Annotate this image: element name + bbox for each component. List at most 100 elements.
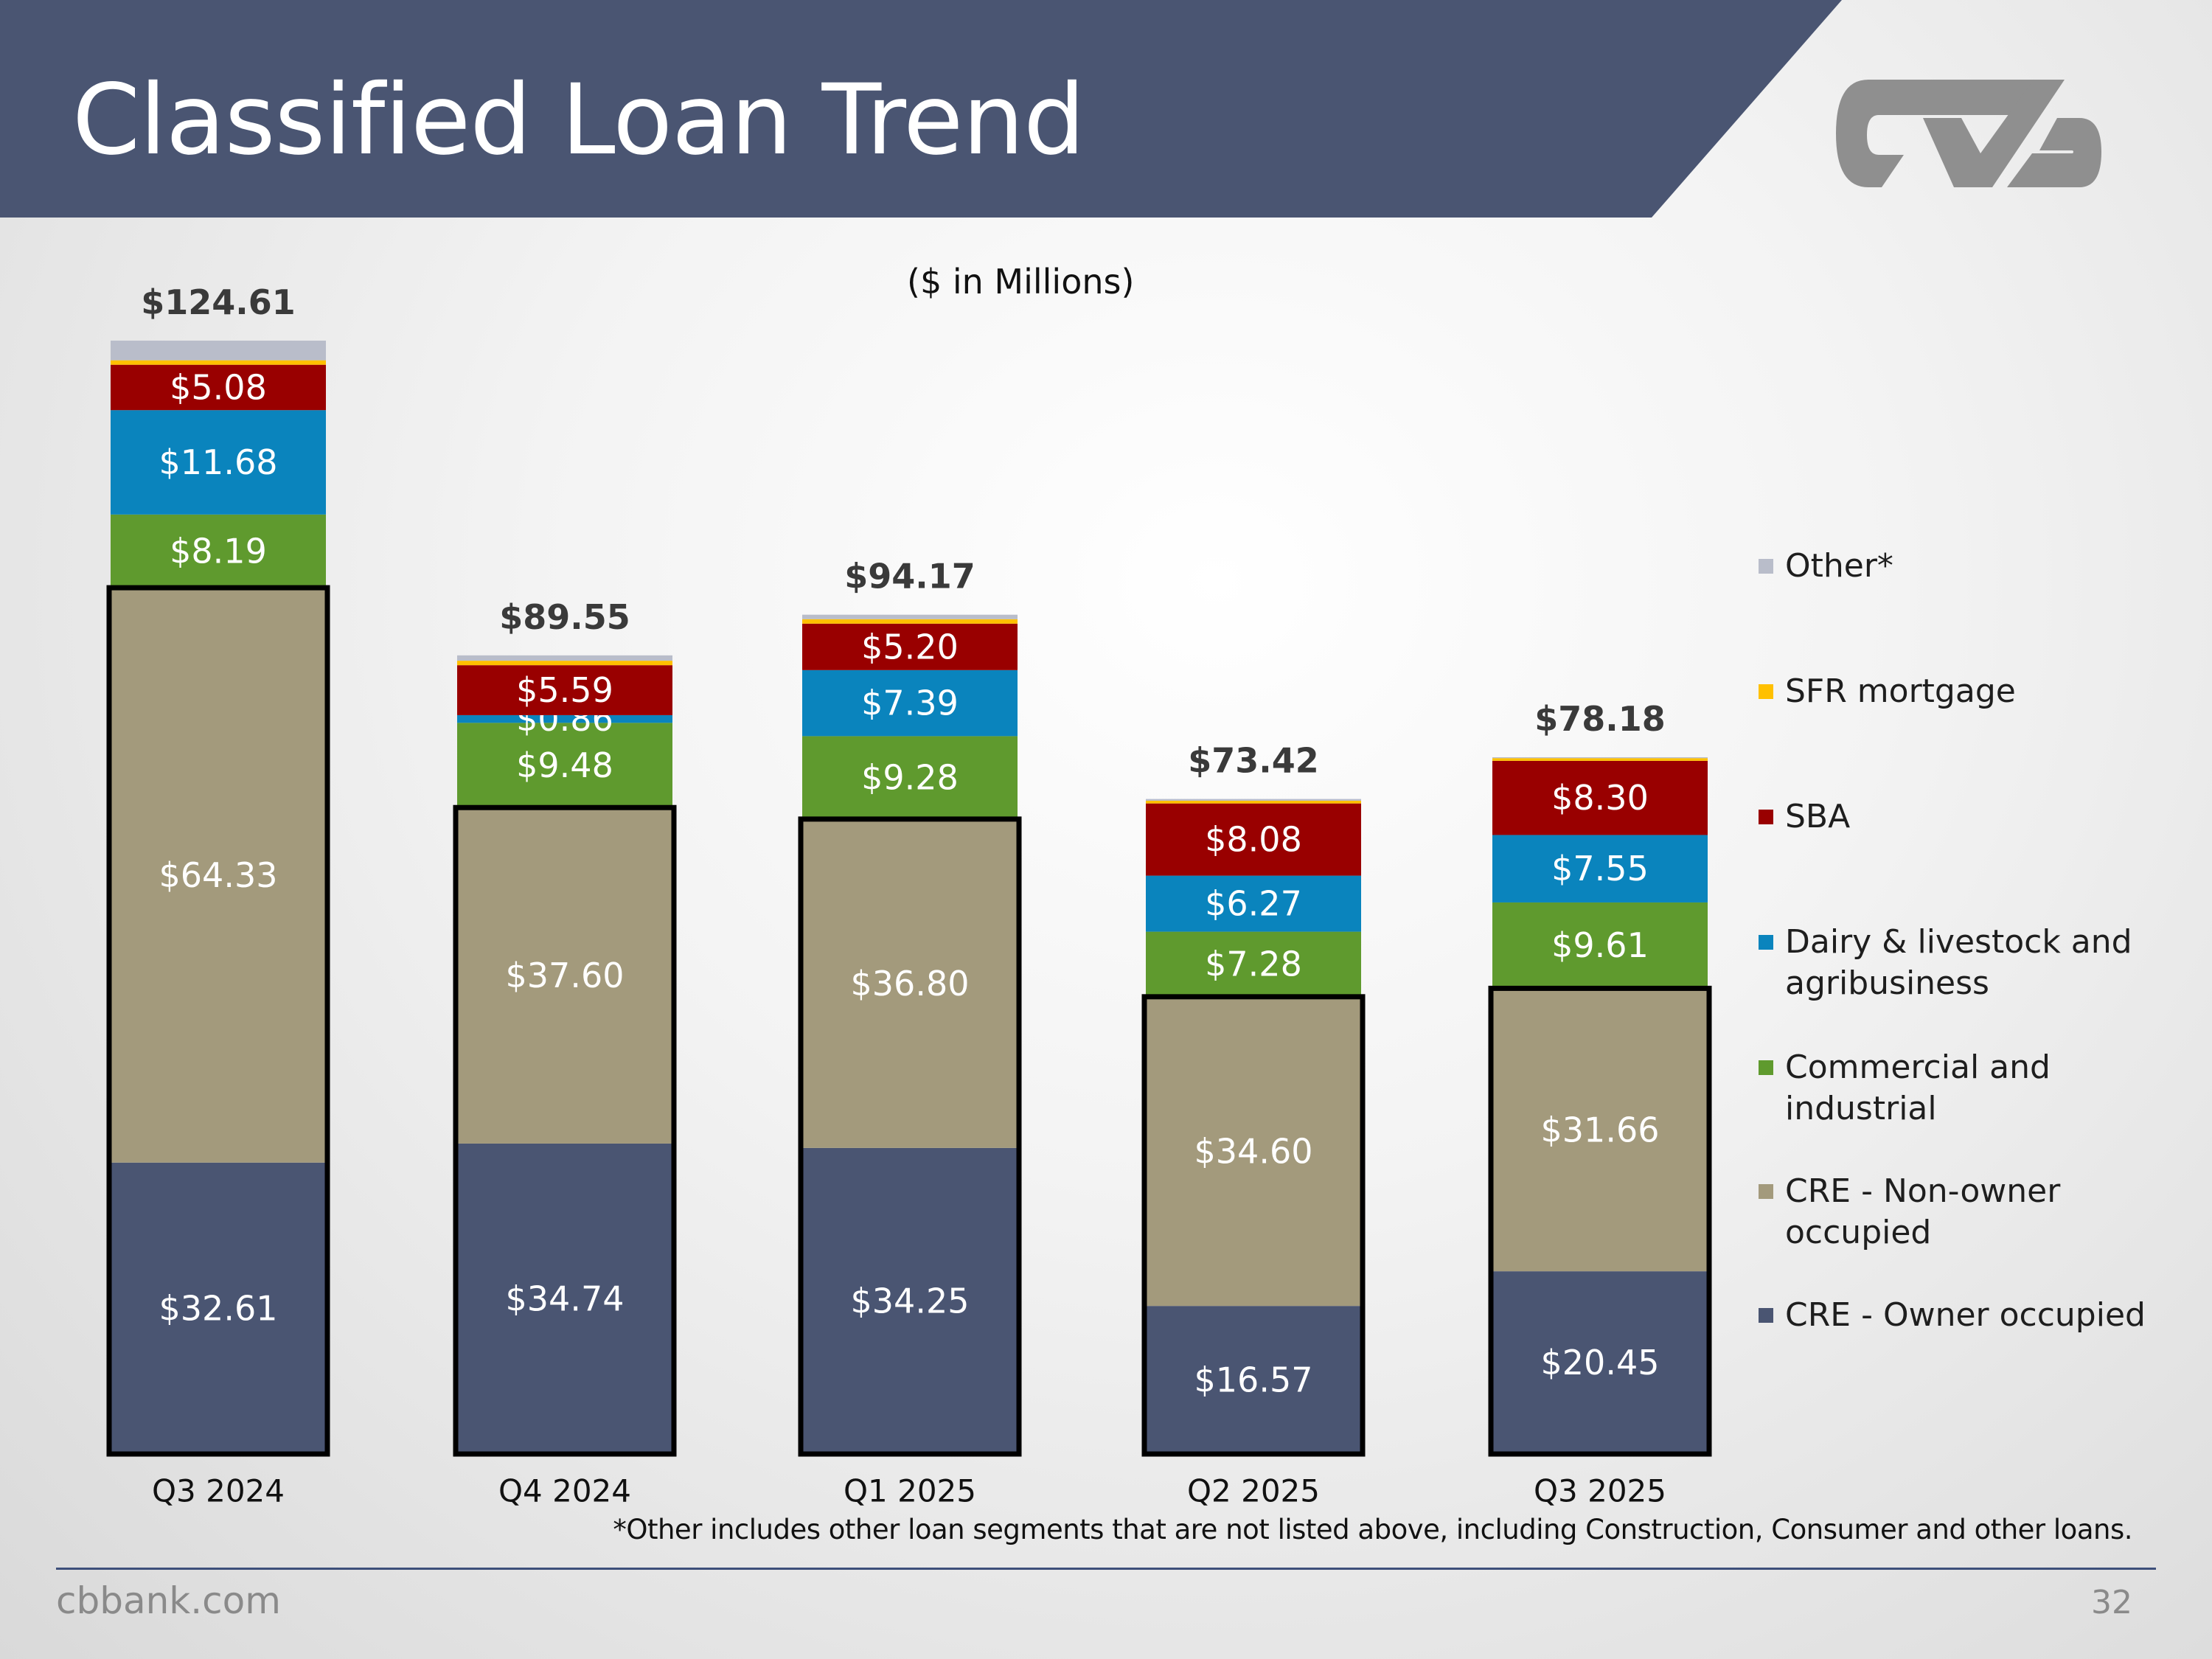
legend-item-commercial-and-industrial: Commercial and industrial (1759, 1047, 2168, 1130)
bar-segment-cre-non-owner-occupied-q4-2024 (457, 807, 672, 1144)
data-label-commercial-and-industrial-q1-2025: $9.28 (861, 758, 959, 798)
data-label-cre-owner-occupied-q3-2024: $32.61 (159, 1288, 278, 1328)
bar-segment-sfr-mortgage-q2-2025 (1146, 801, 1361, 804)
bar-segment-other-q4-2024 (457, 655, 672, 661)
legend-item-cre-owner-occupied: CRE - Owner occupied (1759, 1295, 2168, 1336)
data-label-dairy-livestock-and-agribusiness-q3-2024: $11.68 (159, 442, 278, 482)
bar-segment-sba-q3-2025 (1492, 760, 1708, 835)
header-banner-shape (0, 0, 1842, 218)
bar-segment-commercial-and-industrial-q3-2024 (111, 514, 326, 588)
slide-title: Classified Loan Trend (72, 63, 1085, 177)
bar-segment-dairy-livestock-and-agribusiness-q3-2024 (111, 410, 326, 515)
x-tick-label-q2-2025: Q2 2025 (1187, 1473, 1320, 1509)
data-label-cre-non-owner-occupied-q3-2025: $31.66 (1541, 1110, 1660, 1150)
bar-segment-cre-owner-occupied-q3-2024 (111, 1162, 326, 1454)
legend-label-sba: SBA (1785, 798, 1851, 835)
cvb-logo-c (1836, 80, 2057, 187)
legend-swatch-cre-owner-occupied (1759, 1308, 1773, 1323)
x-tick-label-q1-2025: Q1 2025 (844, 1473, 976, 1509)
data-label-cre-non-owner-occupied-q1-2025: $36.80 (851, 964, 970, 1004)
footnote: *Other includes other loan segments that… (613, 1514, 2132, 1545)
total-label-q2-2025: $73.42 (1188, 741, 1319, 781)
data-label-cre-non-owner-occupied-q3-2024: $64.33 (159, 855, 278, 895)
x-tick-label-q3-2025: Q3 2025 (1534, 1473, 1666, 1509)
data-label-sba-q1-2025: $5.20 (861, 627, 959, 667)
header-banner (0, 0, 1842, 218)
chart-subtitle: ($ in Millions) (907, 262, 1135, 302)
cre-highlight-outline-q3-2024 (106, 585, 330, 1457)
data-label-cre-owner-occupied-q1-2025: $34.25 (851, 1281, 970, 1321)
cre-highlight-outline-q3-2025 (1488, 985, 1712, 1457)
bar-segment-sfr-mortgage-q1-2025 (802, 619, 1018, 624)
bar-segment-commercial-and-industrial-q4-2024 (457, 723, 672, 808)
data-label-commercial-and-industrial-q3-2024: $8.19 (170, 531, 267, 571)
bar-segment-sfr-mortgage-q4-2024 (457, 661, 672, 666)
data-label-sba-q4-2024: $5.59 (516, 670, 613, 710)
total-label-q3-2024: $124.61 (141, 282, 296, 322)
data-label-cre-non-owner-occupied-q4-2024: $37.60 (506, 956, 625, 995)
legend-label-cre-non-owner-occupied: CRE - Non-owner occupied (1785, 1172, 2061, 1251)
cre-highlight-outline-q2-2025 (1141, 994, 1366, 1457)
bar-segment-commercial-and-industrial-q2-2025 (1146, 931, 1361, 997)
bar-segment-cre-owner-occupied-q4-2024 (457, 1143, 672, 1454)
legend-item-dairy-livestock-and-agribusiness: Dairy & livestock and agribusiness (1759, 922, 2168, 1004)
bar-segment-sfr-mortgage-q3-2025 (1492, 758, 1708, 761)
bar-segment-dairy-livestock-and-agribusiness-q4-2024 (457, 714, 672, 723)
data-label-commercial-and-industrial-q4-2024: $9.48 (516, 745, 613, 785)
bar-segment-other-q2-2025 (1146, 799, 1361, 801)
legend-swatch-sfr-mortgage (1759, 684, 1773, 699)
legend-item-cre-non-owner-occupied: CRE - Non-owner occupied (1759, 1171, 2168, 1253)
bar-segment-cre-owner-occupied-q3-2025 (1492, 1271, 1708, 1454)
legend-label-sfr-mortgage: SFR mortgage (1785, 672, 2016, 710)
legend-label-dairy-livestock-and-agribusiness: Dairy & livestock and agribusiness (1785, 923, 2132, 1002)
legend-swatch-dairy-livestock-and-agribusiness (1759, 935, 1773, 950)
bar-segment-cre-owner-occupied-q2-2025 (1146, 1306, 1361, 1454)
bar-segment-cre-non-owner-occupied-q3-2024 (111, 588, 326, 1163)
data-label-cre-owner-occupied-q2-2025: $16.57 (1194, 1360, 1313, 1400)
data-label-commercial-and-industrial-q2-2025: $7.28 (1205, 945, 1302, 984)
legend-label-cre-owner-occupied: CRE - Owner occupied (1785, 1296, 2146, 1334)
bar-segment-other-q3-2025 (1492, 757, 1708, 759)
data-label-sba-q3-2024: $5.08 (170, 367, 267, 407)
bar-segment-sba-q4-2024 (457, 665, 672, 715)
bar-segment-sba-q2-2025 (1146, 803, 1361, 876)
footer-website: cbbank.com (56, 1579, 281, 1622)
legend-swatch-sba (1759, 810, 1773, 824)
total-label-q4-2024: $89.55 (499, 597, 630, 637)
legend-swatch-commercial-and-industrial (1759, 1060, 1773, 1075)
bar-segment-sfr-mortgage-q3-2024 (111, 360, 326, 365)
bar-segment-sba-q1-2025 (802, 623, 1018, 670)
cvb-logo-b (2007, 118, 2101, 187)
legend-swatch-cre-non-owner-occupied (1759, 1184, 1773, 1199)
legend-swatch-other (1759, 559, 1773, 574)
bar-segment-commercial-and-industrial-q3-2025 (1492, 902, 1708, 989)
cre-highlight-outline-q1-2025 (798, 816, 1022, 1457)
bar-segment-sba-q3-2024 (111, 364, 326, 411)
cre-highlight-outline-q4-2024 (453, 804, 677, 1457)
cvb-logo-v (1923, 80, 2065, 187)
total-label-q3-2025: $78.18 (1534, 699, 1666, 739)
bar-segment-cre-owner-occupied-q1-2025 (802, 1147, 1018, 1454)
data-label-dairy-livestock-and-agribusiness-q2-2025: $6.27 (1205, 884, 1302, 924)
bar-segment-dairy-livestock-and-agribusiness-q3-2025 (1492, 835, 1708, 902)
data-label-sba-q2-2025: $8.08 (1205, 820, 1302, 860)
bar-segment-cre-non-owner-occupied-q3-2025 (1492, 988, 1708, 1272)
data-label-cre-non-owner-occupied-q2-2025: $34.60 (1194, 1131, 1313, 1171)
legend-label-commercial-and-industrial: Commercial and industrial (1785, 1048, 2051, 1127)
data-label-dairy-livestock-and-agribusiness-q1-2025: $7.39 (861, 684, 959, 723)
footer-divider (56, 1568, 2156, 1570)
bar-segment-dairy-livestock-and-agribusiness-q2-2025 (1146, 875, 1361, 932)
bar-segment-other-q1-2025 (802, 614, 1018, 619)
legend-item-other: Other* (1759, 546, 2168, 587)
bar-segment-commercial-and-industrial-q1-2025 (802, 736, 1018, 819)
data-label-cre-owner-occupied-q4-2024: $34.74 (506, 1279, 625, 1318)
bar-segment-dairy-livestock-and-agribusiness-q1-2025 (802, 669, 1018, 737)
data-label-dairy-livestock-and-agribusiness-q3-2025: $7.55 (1551, 849, 1649, 888)
data-label-cre-owner-occupied-q3-2025: $20.45 (1541, 1343, 1660, 1382)
data-label-sba-q3-2025: $8.30 (1551, 778, 1649, 818)
x-tick-label-q3-2024: Q3 2024 (152, 1473, 285, 1509)
bar-segment-cre-non-owner-occupied-q1-2025 (802, 818, 1018, 1148)
legend-label-other: Other* (1785, 547, 1893, 585)
page-number: 32 (2091, 1584, 2132, 1621)
